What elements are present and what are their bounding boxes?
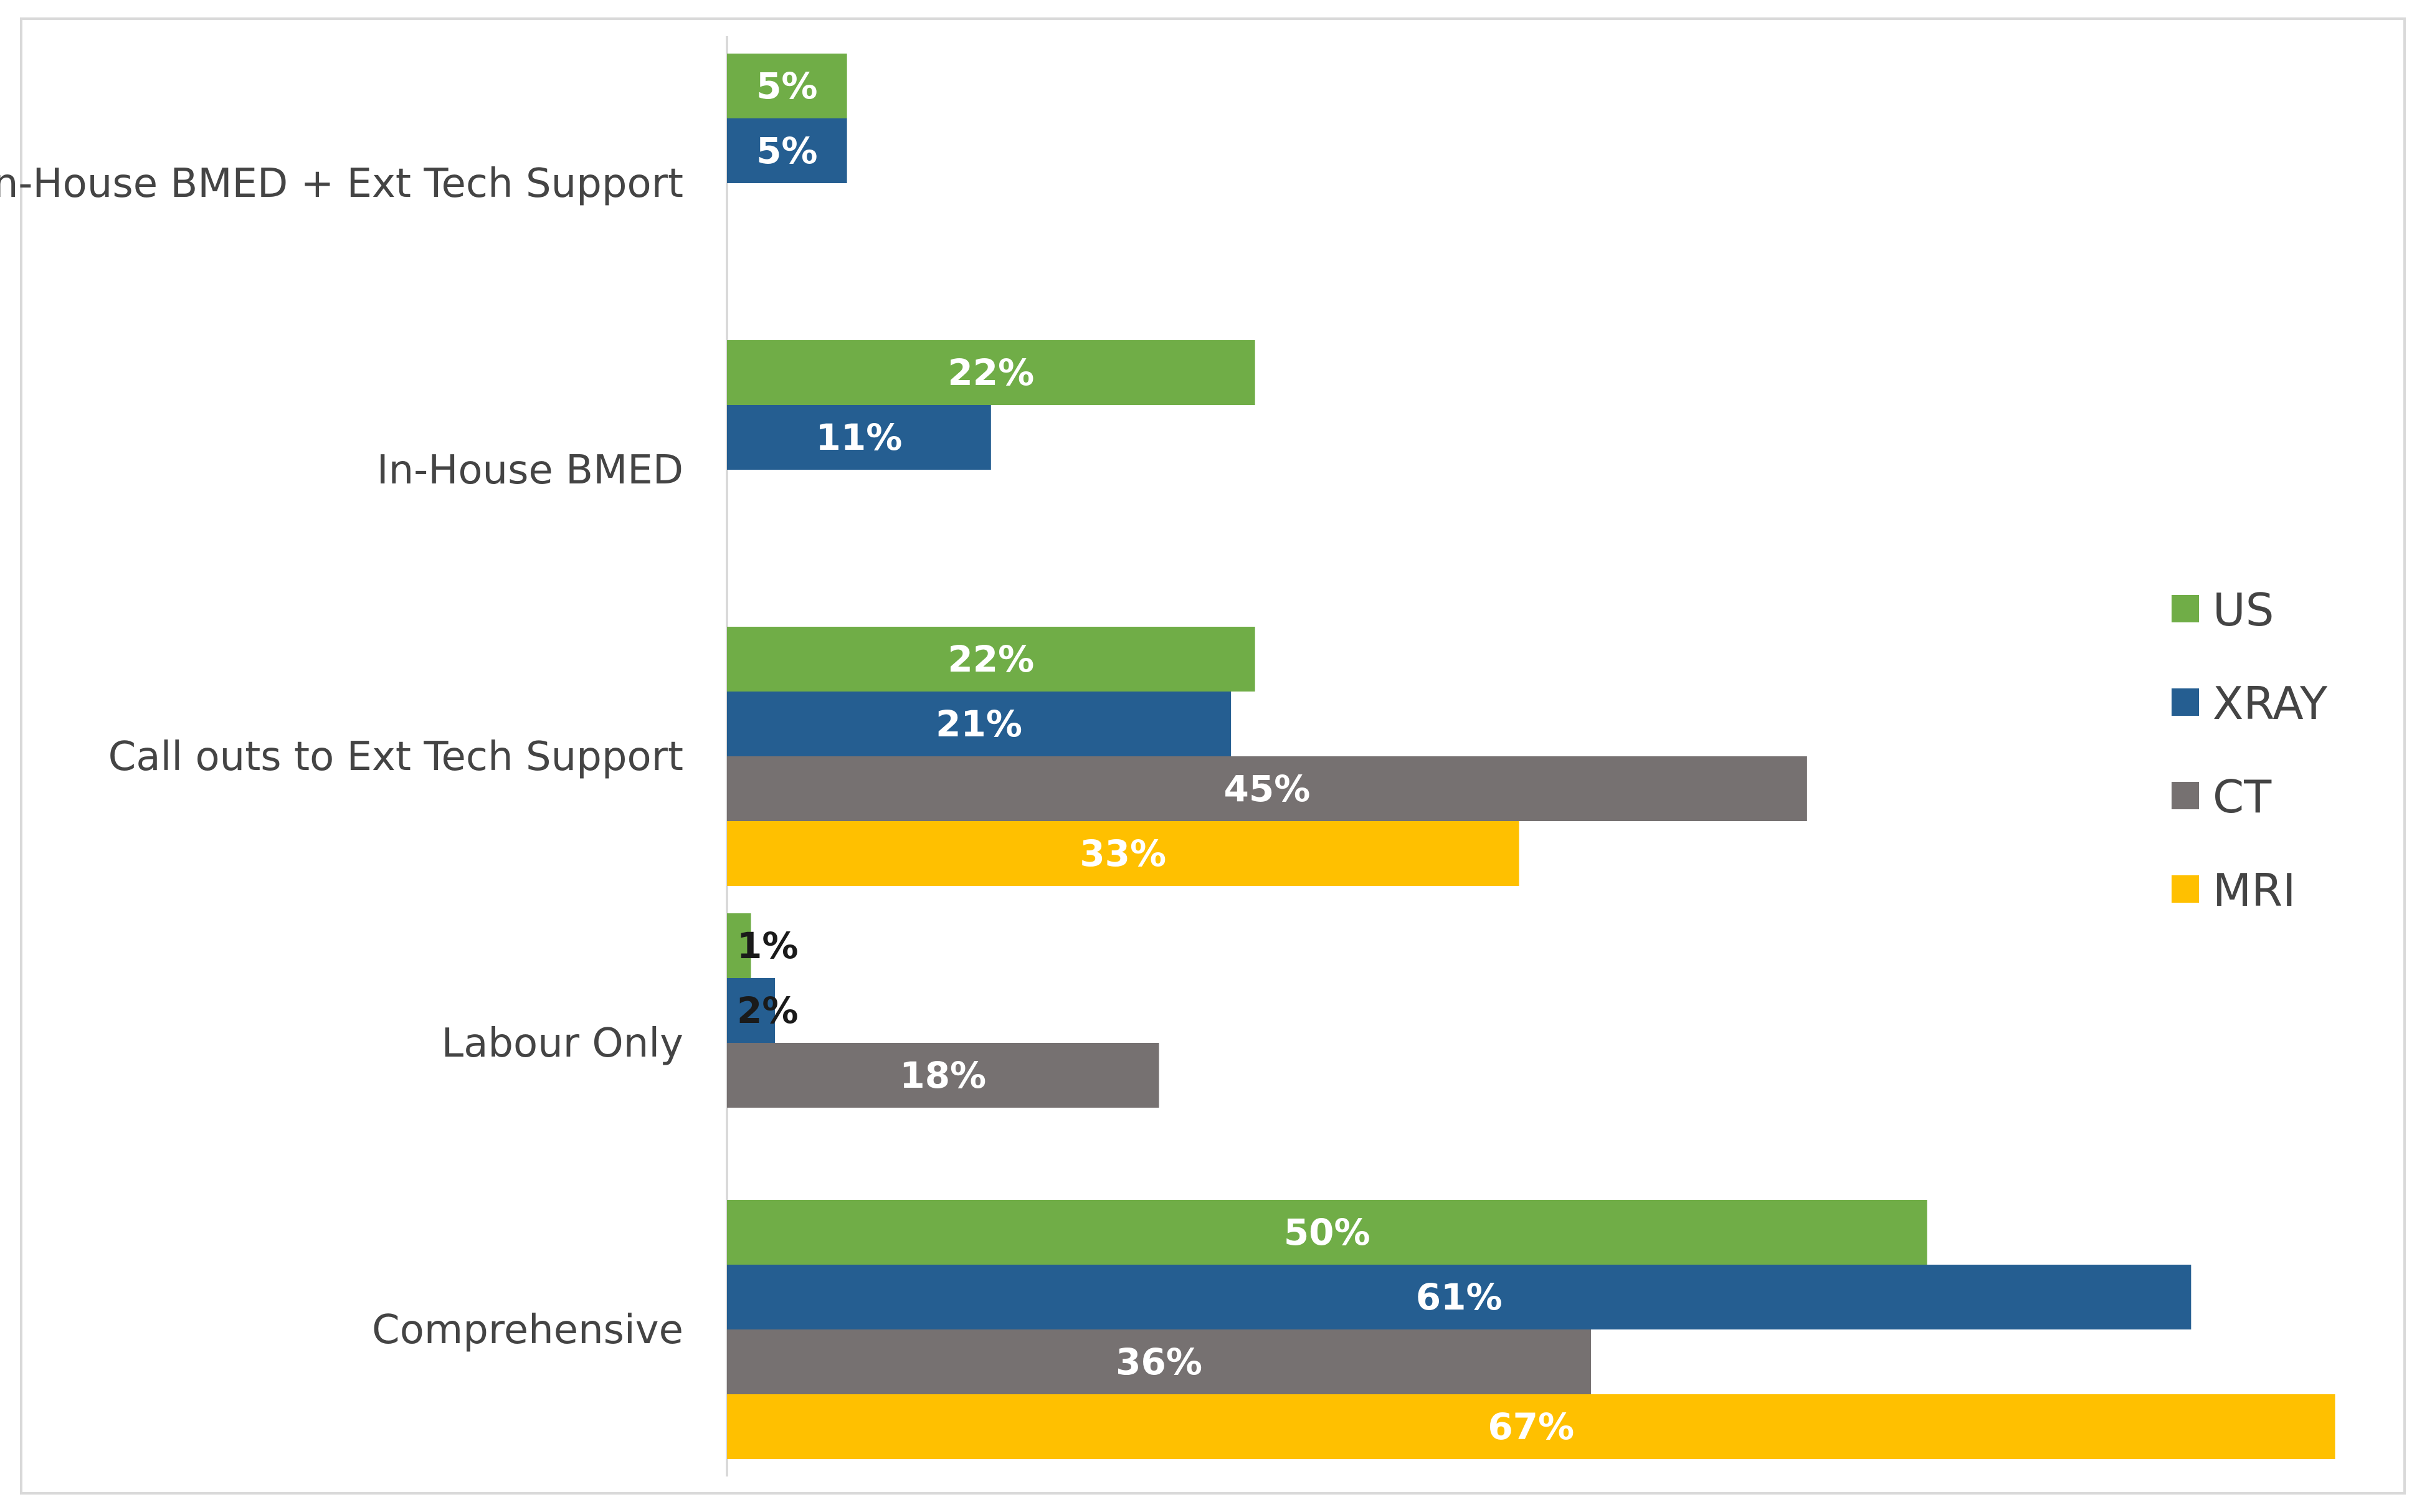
- data-labels: 5% 5% 22% 11% 22% 21% 45% 33% 1% 2% 18% 50% 61% 36% 67…: [737, 65, 1574, 1448]
- data-label-us-in-house-bmed: 22%: [947, 351, 1034, 394]
- legend-label-xray: XRAY: [2213, 677, 2328, 730]
- bar-us-comprehensive: [727, 1200, 1927, 1265]
- bar-us-call-outs-to-ext-tech-support: [727, 627, 1255, 692]
- bar-ct-labour-only: [727, 1043, 1159, 1108]
- data-label-xray-call-outs-to-ext-tech-support: 21%: [936, 703, 1022, 745]
- data-label-xray-comprehensive: 61%: [1416, 1276, 1503, 1318]
- legend-label-us: US: [2213, 584, 2274, 636]
- data-label-xray-in-house-bmed-ext-tech-support: 5%: [756, 130, 817, 172]
- data-label-xray-labour-only: 2%: [737, 989, 798, 1032]
- bar-us-in-house-bmed-ext-tech-support: [727, 54, 847, 118]
- legend-label-ct: CT: [2213, 771, 2272, 823]
- bar-xray-in-house-bmed-ext-tech-support: [727, 118, 847, 183]
- category-labels: In-House BMED + Ext Tech Support In-House…: [0, 161, 683, 1353]
- category-label-in-house-bmed: In-House BMED: [377, 447, 683, 493]
- bar-ct-call-outs-to-ext-tech-support: [727, 756, 1807, 821]
- data-label-mri-comprehensive: 67%: [1488, 1405, 1574, 1448]
- bar-mri-call-outs-to-ext-tech-support: [727, 821, 1519, 886]
- bar-xray-labour-only: [727, 978, 776, 1043]
- data-label-ct-labour-only: 18%: [900, 1054, 986, 1096]
- bar-xray-comprehensive: [727, 1265, 2192, 1329]
- bar-mri-comprehensive: [727, 1394, 2335, 1459]
- legend-swatch-ct: [2172, 782, 2199, 809]
- category-label-in-house-bmed-ext-tech-support: In-House BMED + Ext Tech Support: [0, 161, 683, 207]
- data-label-us-labour-only: 1%: [737, 925, 798, 967]
- legend-swatch-mri: [2172, 875, 2199, 903]
- bar-us-labour-only: [727, 913, 751, 978]
- data-label-ct-call-outs-to-ext-tech-support: 45%: [1224, 768, 1311, 810]
- bar-ct-comprehensive: [727, 1329, 1592, 1394]
- category-label-call-outs-to-ext-tech-support: Call outs to Ext Tech Support: [108, 734, 683, 780]
- data-label-ct-comprehensive: 36%: [1116, 1341, 1202, 1383]
- bar-xray-call-outs-to-ext-tech-support: [727, 692, 1232, 756]
- data-label-us-call-outs-to-ext-tech-support: 22%: [947, 638, 1034, 680]
- bar-us-in-house-bmed: [727, 340, 1255, 405]
- data-label-mri-call-outs-to-ext-tech-support: 33%: [1080, 832, 1166, 875]
- data-label-us-comprehensive: 50%: [1284, 1211, 1370, 1253]
- bar-series: [727, 54, 2335, 1459]
- category-label-comprehensive: Comprehensive: [372, 1307, 683, 1353]
- legend: US XRAY CT MRI: [2172, 584, 2328, 916]
- category-label-labour-only: Labour Only: [442, 1020, 683, 1067]
- legend-swatch-us: [2172, 595, 2199, 622]
- data-label-xray-in-house-bmed: 11%: [816, 416, 903, 459]
- bar-xray-in-house-bmed: [727, 405, 991, 470]
- legend-label-mri: MRI: [2213, 864, 2296, 916]
- legend-swatch-xray: [2172, 688, 2199, 716]
- data-label-us-in-house-bmed-ext-tech-support: 5%: [756, 65, 817, 107]
